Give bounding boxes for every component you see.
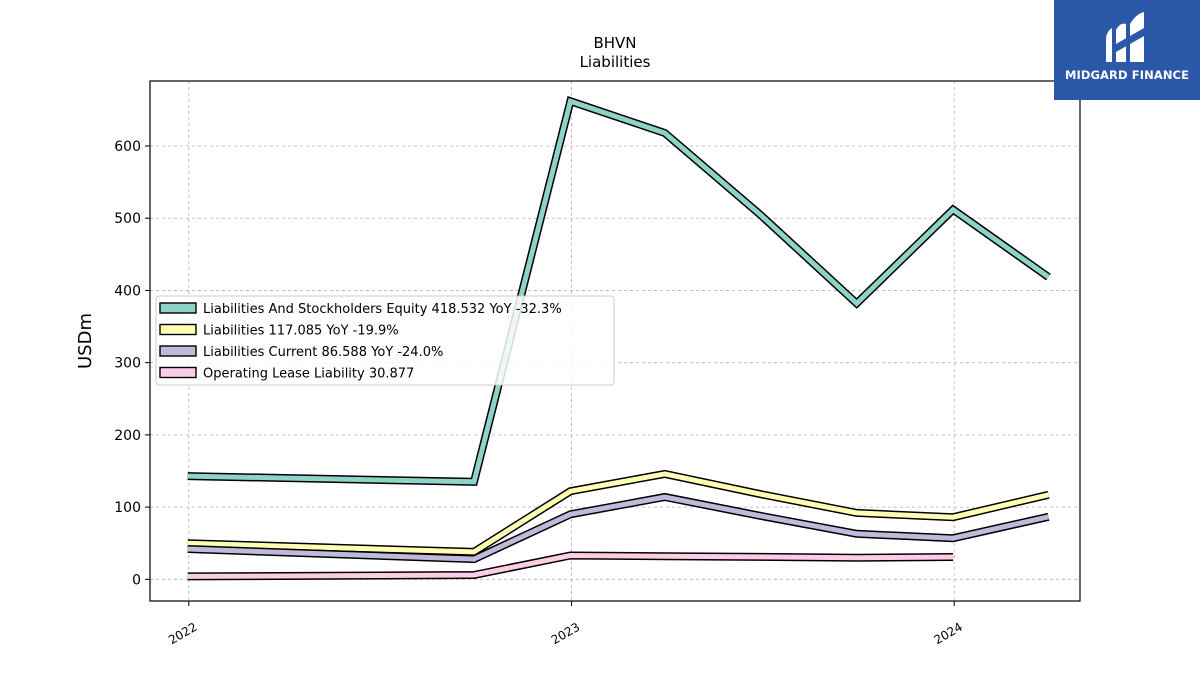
y-tick-label: 100 (114, 500, 141, 516)
series-line-liabilities-and-stockholders-equity (187, 97, 1050, 485)
plot-frame (149, 80, 1081, 602)
chart-subtitle: Liabilities (580, 53, 651, 71)
brand-name: MIDGARD FINANCE (1064, 68, 1190, 82)
chart-title: BHVN (593, 34, 636, 52)
series-line-operating-lease-liability (187, 552, 954, 579)
legend-swatch (159, 366, 197, 379)
y-tick-label: 300 (114, 356, 141, 372)
x-tick-label: 2022 (166, 620, 199, 647)
legend-box (155, 295, 615, 386)
legend-swatch (159, 302, 197, 314)
legend-label: Liabilities Current 86.588 YoY -24.0% (203, 345, 443, 360)
y-tick-label: 600 (114, 139, 141, 155)
brand-logo: MIDGARD FINANCE (1054, 0, 1200, 100)
y-tick-label: 0 (132, 572, 141, 588)
series-outline-liabilities-and-stockholders-equity (187, 96, 1051, 486)
y-axis: 0 100 200 300 400 500 600 (114, 139, 150, 588)
legend: Liabilities And Stockholders Equity 418.… (155, 295, 615, 386)
x-tick-label: 2023 (549, 620, 582, 647)
series-line-liabilities-current (187, 494, 1050, 562)
legend-label: Liabilities 117.085 YoY -19.9% (203, 324, 399, 339)
legend-swatch (159, 345, 197, 357)
legend-label: Operating Lease Liability 30.877 (203, 367, 414, 382)
x-axis: 2022 2023 2024 (166, 601, 965, 647)
y-tick-label: 500 (114, 211, 141, 227)
brand-mark-icon (1106, 12, 1144, 63)
y-tick-label: 200 (114, 428, 141, 444)
series-line-liabilities (187, 471, 1050, 555)
legend-label: Liabilities And Stockholders Equity 418.… (203, 302, 562, 317)
y-axis-label: USDm (75, 313, 96, 369)
y-tick-label: 400 (114, 283, 141, 299)
series-lines (187, 96, 1051, 581)
legend-swatch (159, 323, 197, 336)
x-tick-label: 2024 (931, 620, 964, 647)
